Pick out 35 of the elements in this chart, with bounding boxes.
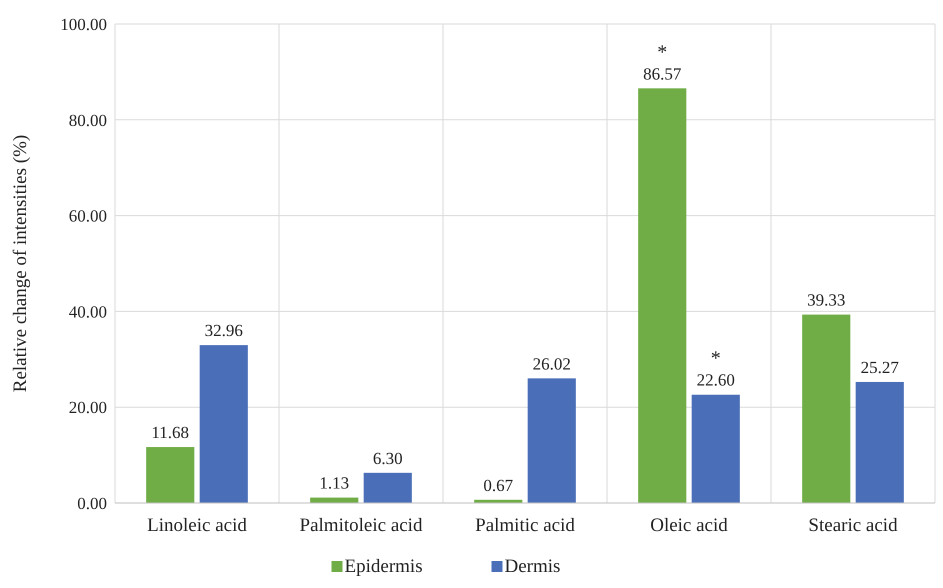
x-tick-label: Palmitic acid <box>475 515 576 536</box>
x-tick-label: Palmitoleic acid <box>300 515 423 536</box>
legend-label: Epidermis <box>344 556 423 577</box>
annotation: * <box>657 41 668 64</box>
bar <box>856 382 904 503</box>
data-label: 25.27 <box>860 358 900 377</box>
data-label: 39.33 <box>807 290 846 310</box>
y-tick-label: 40.00 <box>68 302 107 322</box>
y-tick-label: 20.00 <box>68 398 107 418</box>
bar <box>364 472 412 503</box>
x-tick-label: Linoleic acid <box>147 515 248 536</box>
data-label: 6.30 <box>372 448 403 468</box>
data-label: 32.96 <box>204 321 243 340</box>
legend-label: Dermis <box>504 556 560 577</box>
bar <box>528 378 576 503</box>
y-axis-title: Relative change of intensities (%) <box>10 134 31 392</box>
bar <box>146 447 194 503</box>
y-tick-label: 0.00 <box>77 494 107 513</box>
bar <box>638 88 686 503</box>
data-label: 0.67 <box>483 476 514 495</box>
y-tick-label: 100.00 <box>60 14 107 34</box>
y-tick-label: 80.00 <box>68 110 107 130</box>
data-label: 11.68 <box>151 423 190 442</box>
data-label: 26.02 <box>532 354 571 374</box>
bar <box>802 314 850 503</box>
data-label: 86.57 <box>643 64 682 84</box>
x-tick-label: Stearic acid <box>808 515 898 536</box>
data-label: 1.13 <box>319 474 350 493</box>
bar <box>692 394 740 503</box>
x-tick-label: Oleic acid <box>650 515 728 536</box>
y-tick-label: 60.00 <box>68 206 107 226</box>
data-label: 22.60 <box>696 370 735 390</box>
bar <box>310 498 358 503</box>
bar <box>200 345 248 503</box>
annotation: * <box>710 348 721 370</box>
